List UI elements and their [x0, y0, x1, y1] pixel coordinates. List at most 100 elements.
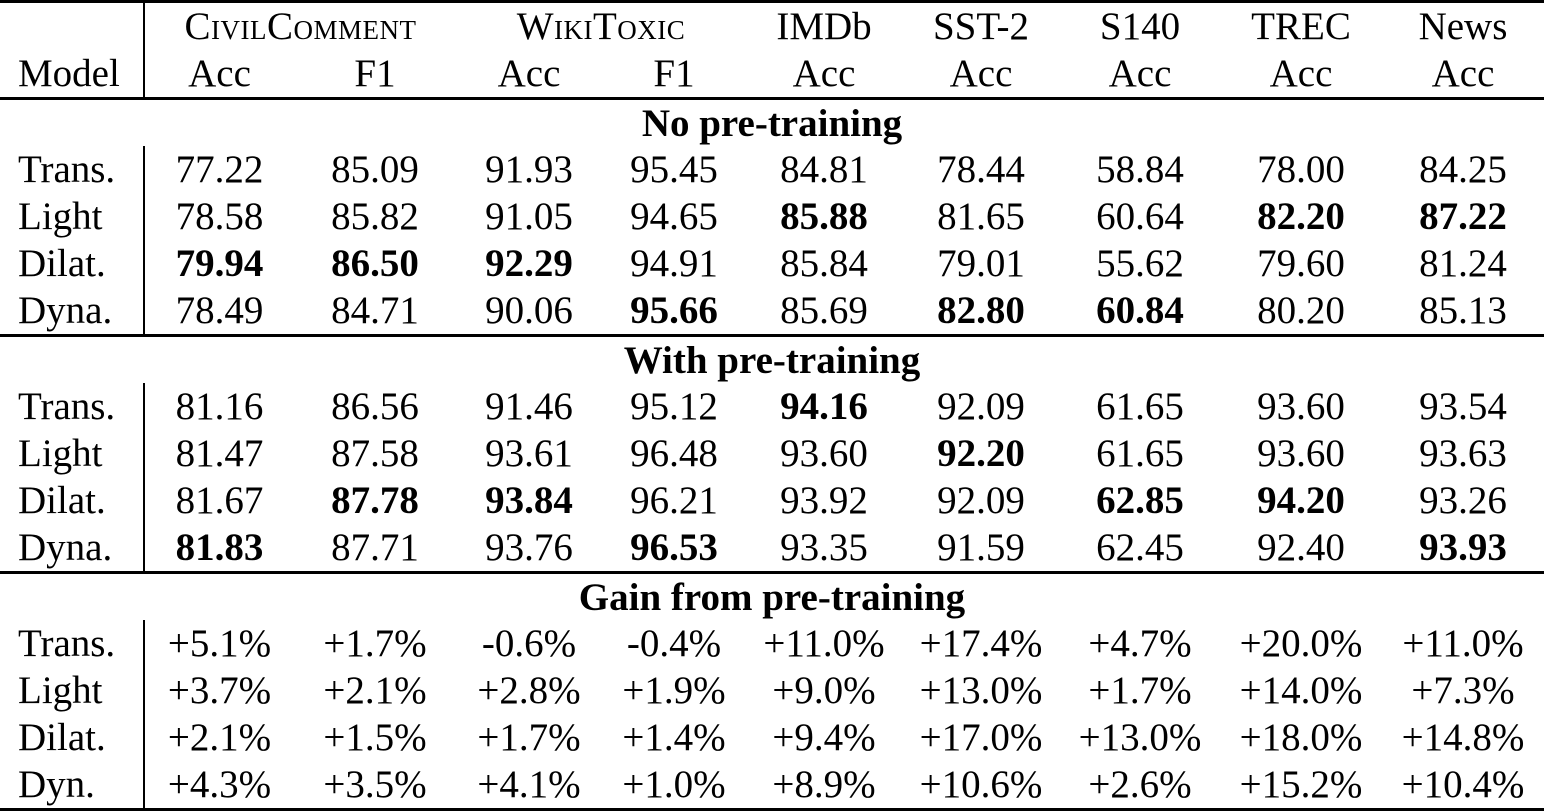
metric-cell: 79.60: [1257, 242, 1345, 285]
metric-cell: +13.0%: [1078, 716, 1202, 759]
section-title: With pre-training: [0, 334, 1544, 383]
metric-cell: 80.20: [1257, 289, 1345, 332]
metric-cell: +4.3%: [143, 761, 294, 810]
metric-cell: +1.5%: [323, 716, 427, 759]
metric-cell: 91.05: [485, 195, 573, 238]
col-group-trec: TREC: [1251, 4, 1351, 48]
table-row: Dilat. 79.94 86.50 92.29 94.91 85.84 79.…: [0, 240, 1544, 287]
col-header-s140-acc: Acc: [1060, 49, 1220, 100]
row-label: Trans.: [18, 148, 116, 191]
metric-cell: +10.4%: [1401, 763, 1525, 806]
model-column-header: Model: [0, 49, 144, 100]
row-label: Light: [18, 669, 103, 712]
row-label: Trans.: [18, 622, 116, 665]
section-title: Gain from pre-training: [0, 571, 1544, 620]
col-header-wt-f1: F1: [602, 49, 746, 100]
metric-cell: 82.80: [937, 289, 1025, 332]
metric-cell: 95.66: [630, 289, 718, 332]
section-title-row: No pre-training: [0, 97, 1544, 146]
metric-cell: 93.93: [1419, 526, 1507, 569]
metric-cell: +14.0%: [1239, 669, 1363, 712]
metric-cell: 85.88: [780, 195, 868, 238]
metric-cell: 81.16: [143, 383, 294, 430]
metric-cell: 78.49: [143, 287, 294, 336]
metric-cell: 87.58: [331, 432, 419, 475]
metric-cell: +13.0%: [919, 669, 1043, 712]
col-group-civilcomment: CivilComment: [143, 1, 456, 49]
metric-cell: 81.67: [143, 477, 294, 524]
metric-cell: +5.1%: [143, 620, 294, 667]
metric-cell: 92.09: [937, 385, 1025, 428]
metric-cell: 91.59: [937, 526, 1025, 569]
metric-cell: 81.24: [1419, 242, 1507, 285]
table-row: Dyna. 78.49 84.71 90.06 95.66 85.69 82.8…: [0, 287, 1544, 336]
table-row: Trans. 81.16 86.56 91.46 95.12 94.16 92.…: [0, 383, 1544, 430]
metric-cell: +1.9%: [622, 669, 726, 712]
col-header-wt-acc: Acc: [456, 49, 602, 100]
metric-cell: 78.58: [143, 193, 294, 240]
metric-cell: +20.0%: [1239, 622, 1363, 665]
table-row: Light 81.47 87.58 93.61 96.48 93.60 92.2…: [0, 430, 1544, 477]
metric-cell: +3.5%: [323, 763, 427, 806]
section-with-pretraining: With pre-training Trans. 81.16 86.56 91.…: [0, 334, 1544, 573]
table-row: Dilat. +2.1% +1.5% +1.7% +1.4% +9.4% +17…: [0, 714, 1544, 761]
metric-cell: 93.63: [1419, 432, 1507, 475]
section-title: No pre-training: [0, 97, 1544, 146]
section-title-row: Gain from pre-training: [0, 571, 1544, 620]
metric-cell: +15.2%: [1239, 763, 1363, 806]
metric-cell: 93.35: [780, 526, 868, 569]
metric-cell: +11.0%: [763, 622, 885, 665]
metric-cell: 92.40: [1257, 526, 1345, 569]
row-label: Light: [18, 195, 103, 238]
metric-cell: 78.44: [937, 148, 1025, 191]
table-row: Light +3.7% +2.1% +2.8% +1.9% +9.0% +13.…: [0, 667, 1544, 714]
metric-cell: +4.1%: [477, 763, 581, 806]
metric-cell: 93.92: [780, 479, 868, 522]
metric-cell: +2.1%: [143, 714, 294, 761]
metric-cell: +1.0%: [622, 763, 726, 806]
row-label: Dyn.: [18, 763, 95, 806]
metric-cell: 92.20: [937, 432, 1025, 475]
metric-cell: +1.7%: [477, 716, 581, 759]
metric-cell: 85.69: [780, 289, 868, 332]
metric-cell: 96.21: [630, 479, 718, 522]
metric-cell: 93.61: [485, 432, 573, 475]
metric-cell: 79.01: [937, 242, 1025, 285]
metric-cell: 93.60: [1257, 432, 1345, 475]
metric-cell: 91.46: [485, 385, 573, 428]
metric-cell: 87.71: [331, 526, 419, 569]
metric-cell: 92.29: [485, 242, 573, 285]
table-row: Dyn. +4.3% +3.5% +4.1% +1.0% +8.9% +10.6…: [0, 761, 1544, 810]
metric-cell: 61.65: [1096, 432, 1184, 475]
metric-cell: 79.94: [143, 240, 294, 287]
row-label: Dilat.: [18, 479, 106, 522]
metric-cell: 84.81: [780, 148, 868, 191]
metric-cell: 96.48: [630, 432, 718, 475]
metric-cell: 93.60: [780, 432, 868, 475]
metric-cell: 55.62: [1096, 242, 1184, 285]
row-label: Dilat.: [18, 242, 106, 285]
row-label: Dyna.: [18, 526, 113, 569]
col-group-news: News: [1418, 4, 1508, 48]
row-label: Trans.: [18, 385, 116, 428]
col-header-cc-acc: Acc: [143, 49, 294, 100]
table-header: CivilComment WikiToxic IMDb SST-2 S140 T…: [0, 1, 1544, 100]
metric-cell: +8.9%: [772, 763, 876, 806]
metric-cell: 87.78: [331, 479, 419, 522]
metric-cell: 81.83: [143, 524, 294, 573]
metric-cell: +2.1%: [323, 669, 427, 712]
metric-cell: 90.06: [485, 289, 573, 332]
metric-cell: 85.09: [331, 148, 419, 191]
row-label: Dyna.: [18, 289, 113, 332]
table-row: Dyna. 81.83 87.71 93.76 96.53 93.35 91.5…: [0, 524, 1544, 573]
metric-cell: 91.93: [485, 148, 573, 191]
metric-cell: +2.6%: [1088, 763, 1192, 806]
col-header-sst2-acc: Acc: [902, 49, 1060, 100]
metric-cell: +10.6%: [919, 763, 1043, 806]
metric-cell: 82.20: [1257, 195, 1345, 238]
metric-cell: 86.50: [331, 242, 419, 285]
section-gain-from-pretraining: Gain from pre-training Trans. +5.1% +1.7…: [0, 571, 1544, 810]
metric-cell: +1.4%: [622, 716, 726, 759]
metric-cell: 92.09: [937, 479, 1025, 522]
col-header-imdb-acc: Acc: [746, 49, 902, 100]
